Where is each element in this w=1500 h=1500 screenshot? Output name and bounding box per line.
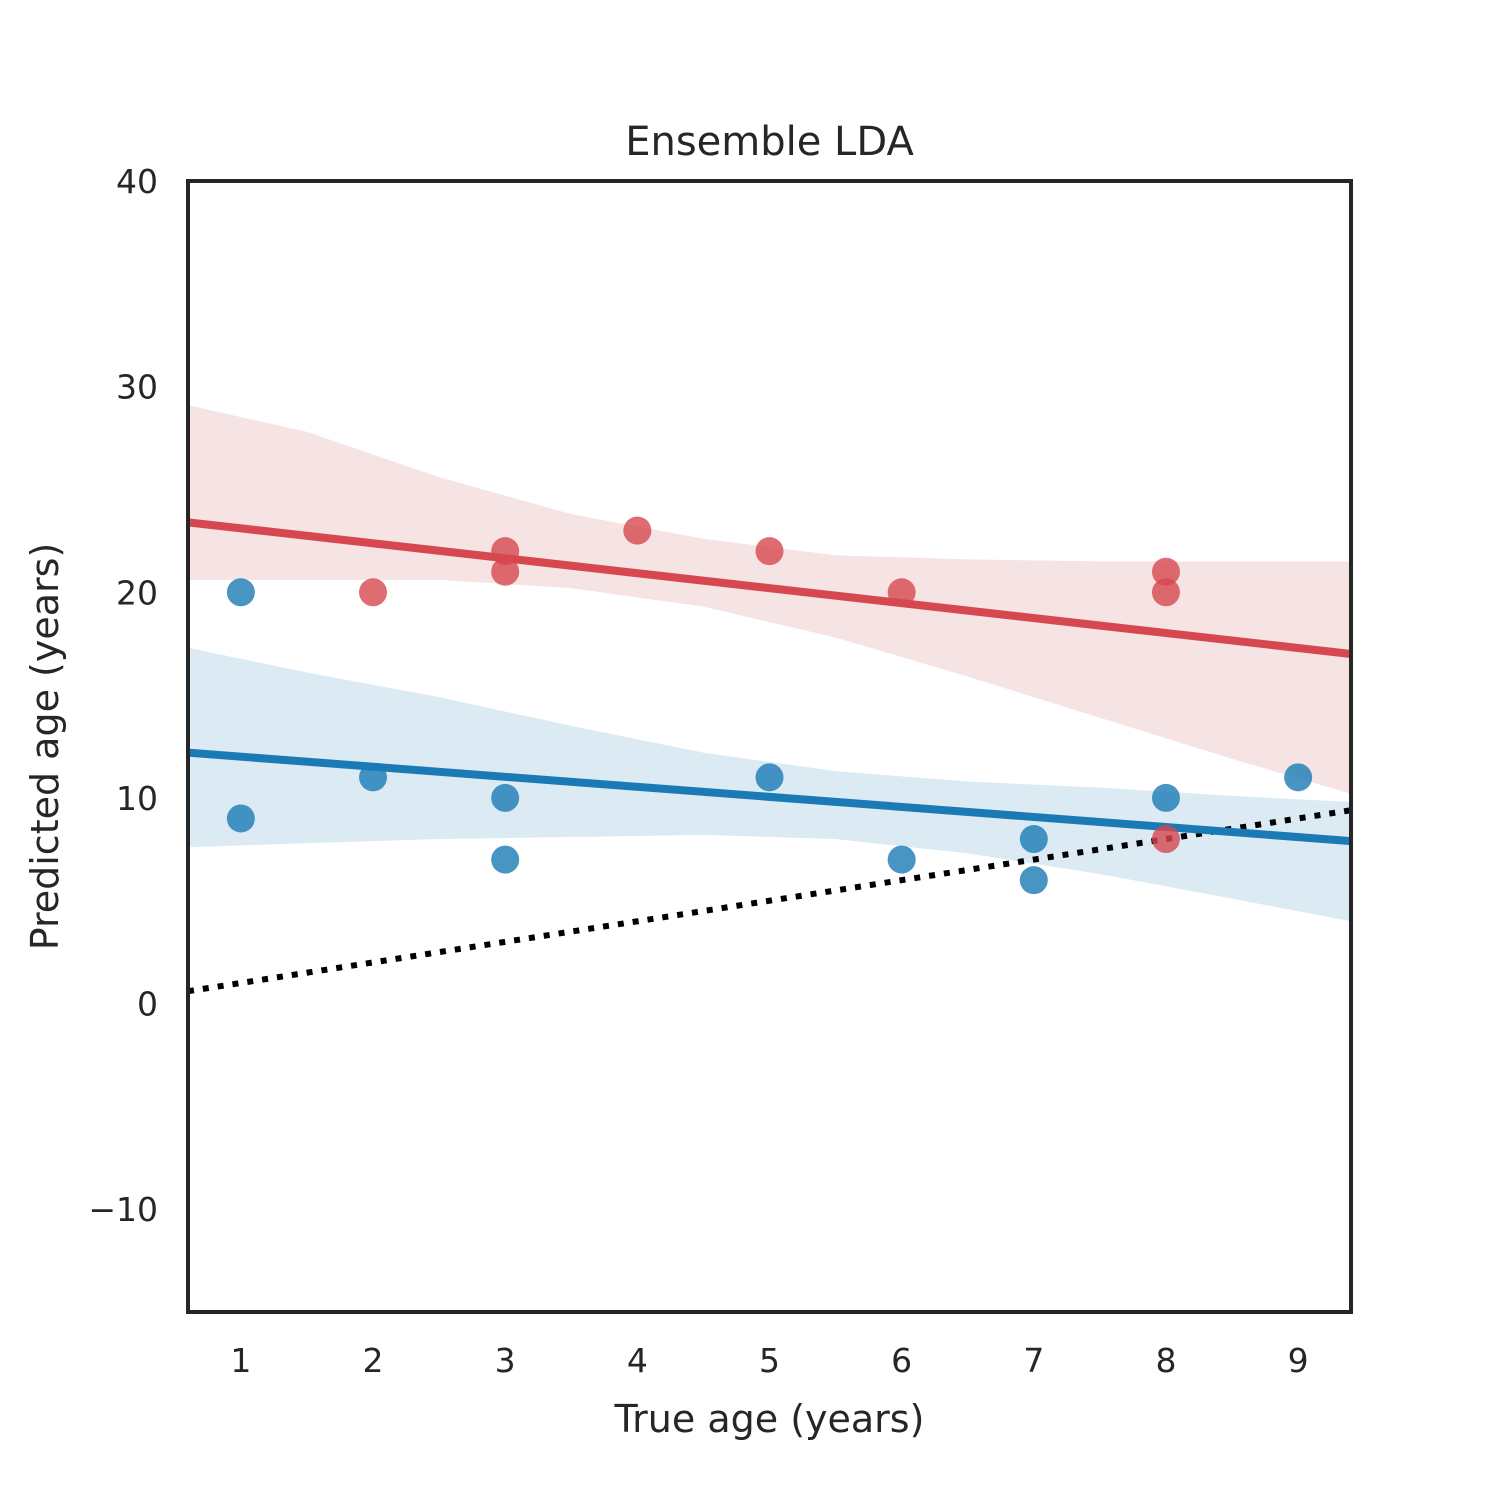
data-point bbox=[491, 783, 520, 812]
data-point bbox=[359, 763, 388, 792]
x-tick-label: 2 bbox=[363, 1341, 384, 1380]
y-tick-label: 30 bbox=[116, 368, 158, 407]
data-point bbox=[1151, 557, 1180, 586]
x-tick-label: 8 bbox=[1155, 1341, 1176, 1380]
y-tick-label: −10 bbox=[88, 1190, 158, 1229]
data-point bbox=[887, 578, 916, 607]
chart-title: Ensemble LDA bbox=[625, 119, 914, 165]
data-point bbox=[1019, 866, 1048, 895]
x-tick-label: 4 bbox=[627, 1341, 648, 1380]
x-axis-label: True age (years) bbox=[614, 1397, 925, 1441]
data-point bbox=[623, 516, 652, 545]
y-tick-label: 10 bbox=[116, 779, 158, 818]
data-point bbox=[491, 845, 520, 874]
data-point bbox=[491, 557, 520, 586]
y-tick-labels: −10 0 10 20 30 40 bbox=[88, 162, 158, 1229]
y-tick-label: 40 bbox=[116, 162, 158, 201]
plot-frame bbox=[186, 179, 1353, 1314]
x-tick-label: 5 bbox=[759, 1341, 780, 1380]
regression-line-1 bbox=[187, 518, 1352, 658]
data-point bbox=[755, 763, 784, 792]
data-point bbox=[1019, 825, 1048, 854]
data-point bbox=[755, 537, 784, 566]
confidence-band-1 bbox=[188, 405, 1351, 794]
data-point bbox=[491, 537, 520, 566]
y-tick-label: 0 bbox=[137, 985, 158, 1024]
data-point bbox=[1151, 783, 1180, 812]
x-tick-label: 1 bbox=[230, 1341, 251, 1380]
data-point bbox=[226, 578, 255, 607]
data-point bbox=[1151, 578, 1180, 607]
x-tick-labels: 1 2 3 4 5 6 7 8 9 bbox=[230, 1341, 1308, 1380]
data-point bbox=[1151, 825, 1180, 854]
data-point bbox=[1284, 763, 1313, 792]
x-tick-label: 7 bbox=[1023, 1341, 1044, 1380]
x-tick-label: 3 bbox=[495, 1341, 516, 1380]
x-tick-label: 6 bbox=[891, 1341, 912, 1380]
y-axis-label: Predicted age (years) bbox=[23, 543, 67, 951]
y-tick-label: 20 bbox=[116, 573, 158, 612]
data-point bbox=[359, 578, 388, 607]
data-point bbox=[887, 845, 916, 874]
data-point bbox=[226, 804, 255, 833]
x-tick-label: 9 bbox=[1288, 1341, 1309, 1380]
data-points bbox=[226, 516, 1313, 895]
